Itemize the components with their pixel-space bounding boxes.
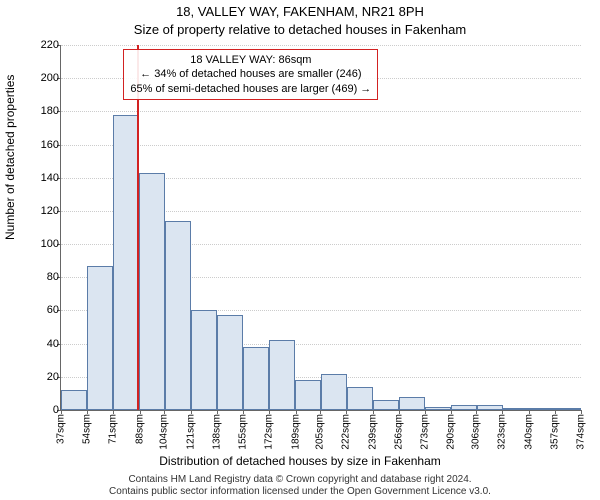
histogram-bar <box>87 266 113 410</box>
gridline <box>61 45 581 46</box>
page-title-sub: Size of property relative to detached ho… <box>0 22 600 37</box>
xtick-label: 374sqm <box>576 414 587 450</box>
xtick-label: 138sqm <box>211 414 222 450</box>
ytick-label: 120 <box>31 205 59 217</box>
footer-attribution: Contains HM Land Registry data © Crown c… <box>0 474 600 498</box>
ytick-label: 160 <box>31 139 59 151</box>
histogram-bar <box>165 221 191 410</box>
footer-line-2: Contains public sector information licen… <box>0 486 600 498</box>
property-annotation: 18 VALLEY WAY: 86sqm← 34% of detached ho… <box>123 49 378 100</box>
histogram-bar <box>269 340 295 410</box>
histogram-bar <box>555 408 581 410</box>
histogram-bar <box>243 347 269 410</box>
ytick-label: 220 <box>31 39 59 51</box>
histogram-bar <box>503 408 529 410</box>
xtick-label: 323sqm <box>497 414 508 450</box>
gridline <box>61 145 581 146</box>
ytick-label: 100 <box>31 238 59 250</box>
page-title-address: 18, VALLEY WAY, FAKENHAM, NR21 8PH <box>0 4 600 19</box>
annotation-line: ← 34% of detached houses are smaller (24… <box>130 67 371 81</box>
histogram-bar <box>529 408 555 410</box>
xtick-label: 54sqm <box>82 414 93 444</box>
histogram-bar <box>373 400 399 410</box>
histogram-bar <box>113 115 139 410</box>
ytick-label: 40 <box>31 338 59 350</box>
xtick-label: 172sqm <box>264 414 275 450</box>
xtick-label: 155sqm <box>238 414 249 450</box>
xtick-label: 189sqm <box>290 414 301 450</box>
xtick-label: 357sqm <box>549 414 560 450</box>
xtick-label: 222sqm <box>341 414 352 450</box>
xtick-label: 71sqm <box>108 414 119 444</box>
histogram-bar <box>477 405 503 410</box>
y-axis-label: Number of detached properties <box>3 75 17 240</box>
xtick-label: 239sqm <box>367 414 378 450</box>
xtick-label: 340sqm <box>523 414 534 450</box>
xtick-label: 104sqm <box>159 414 170 450</box>
ytick-label: 180 <box>31 105 59 117</box>
histogram-bar <box>139 173 165 410</box>
xtick-label: 88sqm <box>134 414 145 444</box>
histogram-bar <box>295 380 321 410</box>
xtick-label: 256sqm <box>393 414 404 450</box>
histogram-bar <box>61 390 87 410</box>
histogram-bar <box>399 397 425 410</box>
xtick-label: 290sqm <box>446 414 457 450</box>
histogram-bar <box>217 315 243 410</box>
xtick-label: 37sqm <box>56 414 67 444</box>
xtick-label: 306sqm <box>471 414 482 450</box>
histogram-plot: 02040608010012014016018020022037sqm54sqm… <box>60 45 581 411</box>
xtick-label: 205sqm <box>315 414 326 450</box>
histogram-bar <box>347 387 373 410</box>
annotation-line: 65% of semi-detached houses are larger (… <box>130 82 371 96</box>
annotation-line: 18 VALLEY WAY: 86sqm <box>130 53 371 67</box>
ytick-label: 200 <box>31 72 59 84</box>
histogram-bar <box>425 407 451 410</box>
histogram-bar <box>321 374 347 411</box>
histogram-bar <box>451 405 477 410</box>
x-axis-label: Distribution of detached houses by size … <box>0 454 600 468</box>
ytick-label: 140 <box>31 172 59 184</box>
xtick-label: 273sqm <box>420 414 431 450</box>
xtick-label: 121sqm <box>185 414 196 450</box>
gridline <box>61 111 581 112</box>
histogram-bar <box>191 310 217 410</box>
ytick-label: 20 <box>31 371 59 383</box>
footer-line-1: Contains HM Land Registry data © Crown c… <box>0 474 600 486</box>
ytick-label: 60 <box>31 304 59 316</box>
ytick-label: 80 <box>31 271 59 283</box>
